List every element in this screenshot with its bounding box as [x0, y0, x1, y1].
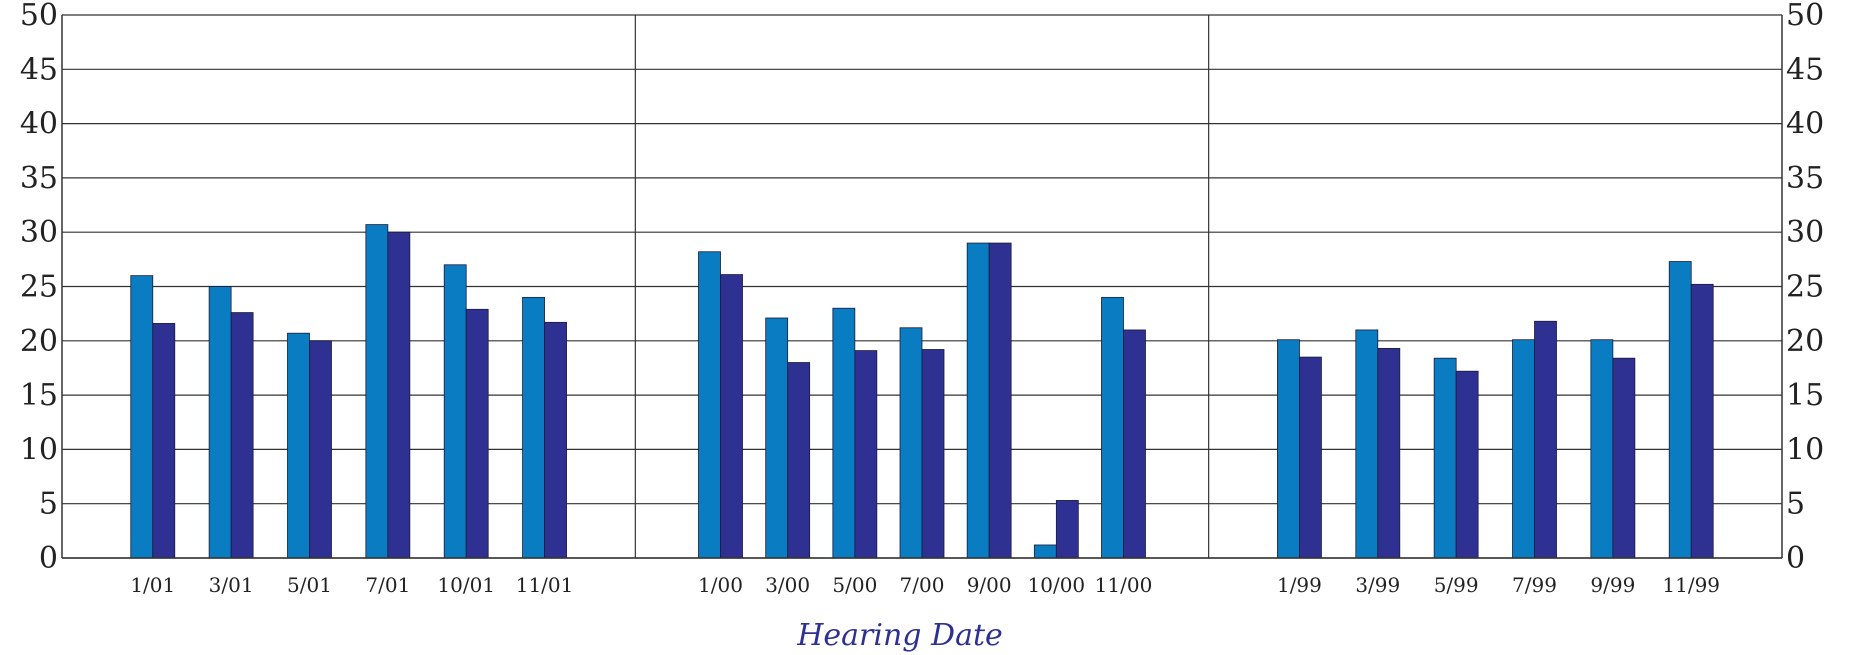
y-tick-label-right: 30: [1786, 215, 1824, 250]
y-tick-label-right: 25: [1786, 270, 1824, 305]
bar-series-1: [1033, 544, 1057, 559]
y-tick-label-left: 50: [20, 0, 58, 33]
x-tick-label: 7/00: [900, 573, 945, 597]
bar-series-2: [787, 362, 811, 559]
y-tick-label-left: 40: [20, 107, 58, 142]
x-tick-label: 3/00: [765, 573, 810, 597]
y-tick-label-left: 45: [20, 52, 58, 87]
y-tick-label-right: 0: [1786, 541, 1805, 576]
bar-series-2: [1612, 357, 1636, 559]
y-tick-label-left: 5: [39, 487, 58, 522]
y-tick-label-left: 30: [20, 215, 58, 250]
x-tick-label: 1/99: [1277, 573, 1322, 597]
bar-series-1: [1433, 357, 1457, 559]
bar-series-2: [465, 308, 489, 559]
y-tick-label-left: 35: [20, 161, 58, 196]
x-tick-label: 9/00: [967, 573, 1012, 597]
x-tick-label: 11/99: [1662, 573, 1720, 597]
x-tick-label: 7/99: [1512, 573, 1557, 597]
bar-series-1: [1512, 339, 1535, 559]
y-tick-label-right: 50: [1786, 0, 1824, 33]
bar-series-1: [208, 286, 232, 559]
x-tick-label: 5/00: [832, 573, 877, 597]
bar-series-1: [899, 327, 923, 559]
x-tick-label: 7/01: [365, 573, 410, 597]
bar-series-2: [1455, 370, 1479, 559]
bar-series-1: [1355, 329, 1379, 559]
bar-series-1: [287, 332, 310, 559]
bar-series-2: [1534, 320, 1557, 559]
y-tick-label-right: 45: [1786, 52, 1824, 87]
y-tick-label-left: 15: [20, 378, 58, 413]
bar-series-1: [966, 242, 990, 559]
bar-series-1: [365, 224, 389, 559]
bar-series-1: [698, 251, 721, 559]
bar-series-2: [387, 231, 411, 559]
y-tick-label-left: 10: [20, 432, 58, 467]
x-tick-label: 9/99: [1590, 573, 1635, 597]
x-tick-label: 5/99: [1434, 573, 1479, 597]
y-axis-left: 0 5 10 15 20 25 30 35 40 45 50: [20, 0, 58, 576]
bar-series-2: [230, 312, 254, 559]
bar-series-1: [443, 264, 467, 559]
bar-series-1: [1668, 261, 1692, 559]
x-axis-title: Hearing Date: [796, 618, 1003, 653]
x-tick-label: 3/99: [1355, 573, 1400, 597]
x-tick-label: 1/00: [698, 573, 743, 597]
y-tick-label-right: 15: [1786, 378, 1824, 413]
bar-series-1: [1277, 339, 1300, 559]
y-tick-label-right: 10: [1786, 432, 1824, 467]
x-tick-label: 5/01: [287, 573, 332, 597]
bar-series-1: [130, 275, 154, 559]
bar-series-1: [1590, 339, 1614, 559]
bar-series-1: [1101, 296, 1124, 559]
plot-frame: [61, 15, 1783, 559]
bar-series-2: [152, 323, 176, 559]
x-tick-label: 10/00: [1028, 573, 1086, 597]
bar-series-2: [544, 321, 567, 559]
y-tick-label-left: 20: [20, 324, 58, 359]
bar-series-1: [765, 317, 789, 559]
bar-series-2: [1299, 356, 1322, 559]
y-tick-label-right: 40: [1786, 107, 1824, 142]
bar-series-2: [1377, 348, 1401, 559]
x-tick-label: 11/00: [1095, 573, 1153, 597]
bar-series-2: [1055, 500, 1079, 559]
x-tick-label: 11/01: [516, 573, 574, 597]
x-tick-label: 10/01: [437, 573, 495, 597]
bar-series-2: [720, 274, 743, 559]
y-tick-label-right: 20: [1786, 324, 1824, 359]
bar-series-2: [309, 340, 332, 559]
bar-series-2: [1123, 329, 1146, 559]
y-tick-label-left: 25: [20, 270, 58, 305]
bars: [130, 224, 1714, 559]
bar-series-1: [522, 296, 545, 559]
bar-series-2: [921, 349, 945, 559]
bar-series-1: [832, 307, 856, 559]
x-axis-categories: 1/01 3/01 5/01 7/01 10/01 11/01 1/00 3/00 5/00 7/…: [130, 573, 1720, 597]
bar-series-2: [1690, 283, 1714, 559]
y-tick-label-right: 5: [1786, 487, 1805, 522]
y-tick-label-right: 35: [1786, 161, 1824, 196]
y-tick-label-left: 0: [39, 541, 58, 576]
x-tick-label: 1/01: [130, 573, 175, 597]
bar-series-2: [854, 350, 878, 559]
bar-series-2: [988, 242, 1012, 559]
x-tick-label: 3/01: [209, 573, 254, 597]
y-axis-right: 0 5 10 15 20 25 30 35 40 45 50: [1786, 0, 1824, 576]
